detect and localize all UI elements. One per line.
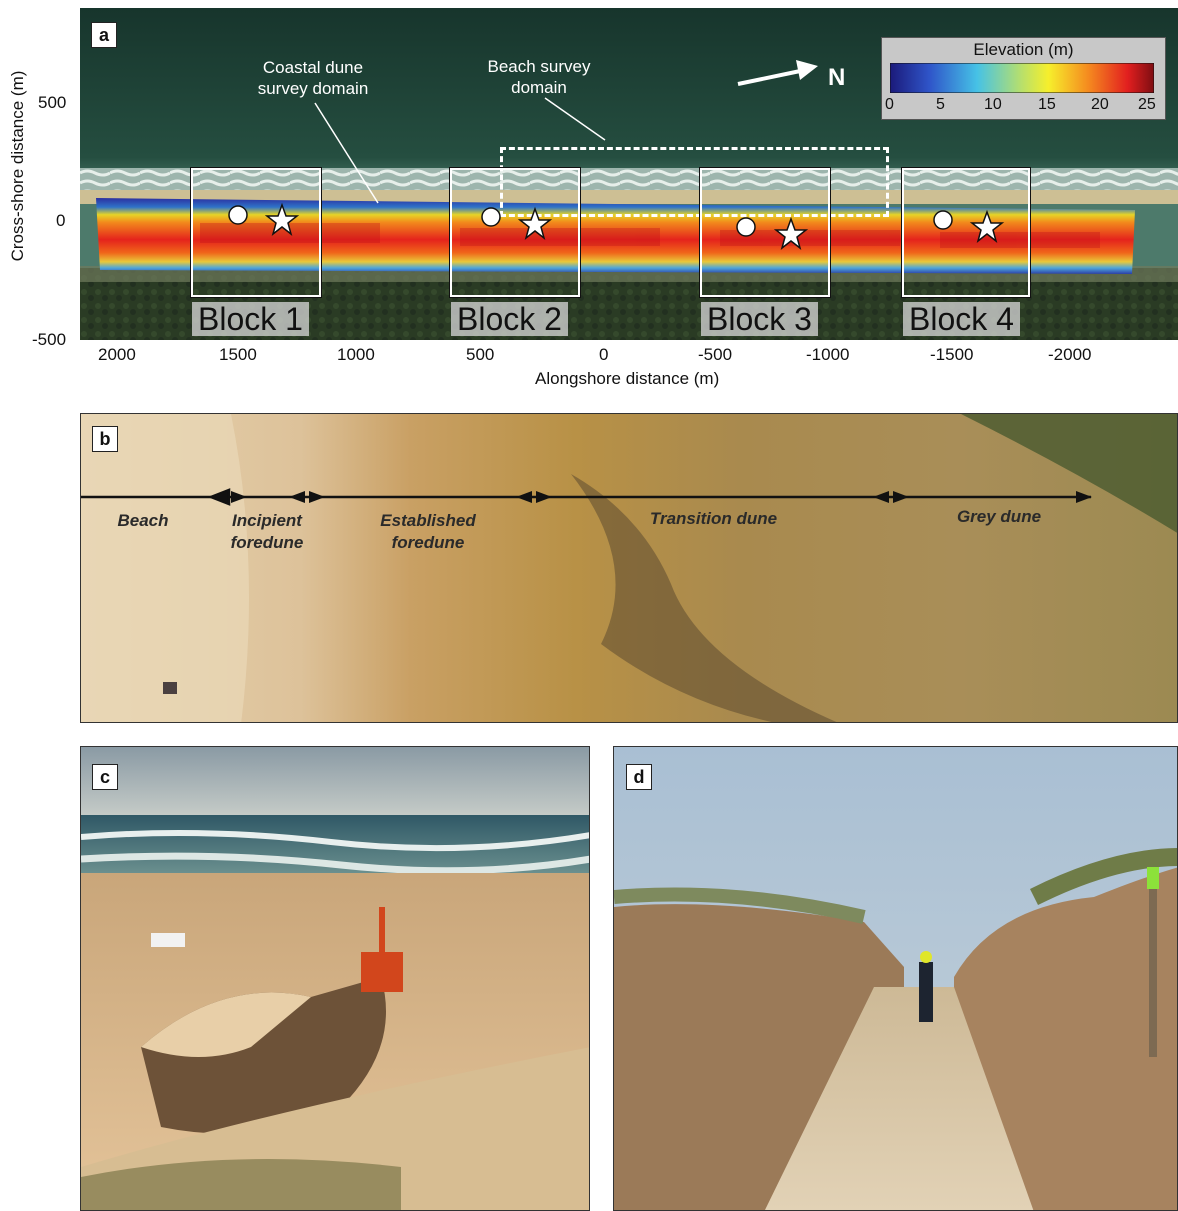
zone-transition-dune: Transition dune bbox=[649, 509, 778, 528]
block-1-label: Block 1 bbox=[192, 302, 309, 336]
zone-established-foredune: Established foredune bbox=[380, 511, 476, 552]
block-2-label: Block 2 bbox=[451, 302, 568, 336]
x-tick-500: 500 bbox=[466, 345, 495, 364]
beach-survey-domain-outline bbox=[500, 147, 889, 217]
panel-b-letter: b bbox=[92, 426, 118, 452]
x-tick-minus-2000: -2000 bbox=[1048, 345, 1092, 364]
y-tick-minus-500: -500 bbox=[32, 330, 67, 349]
panel-d: d bbox=[613, 746, 1178, 1211]
north-label: N bbox=[828, 64, 846, 91]
legend-tick-10: 10 bbox=[984, 96, 1002, 113]
circle-marker-3 bbox=[736, 217, 756, 237]
legend-title: Elevation (m) bbox=[973, 40, 1074, 59]
zone-incipient-foredune: Incipient foredune bbox=[230, 511, 304, 552]
star-marker-2 bbox=[517, 206, 553, 240]
x-axis-label: Alongshore distance (m) bbox=[535, 369, 720, 388]
zone-grey-dune: Grey dune bbox=[956, 507, 1042, 526]
panel-c: c bbox=[80, 746, 590, 1211]
panel-a-letter: a bbox=[91, 22, 117, 48]
star-marker-3 bbox=[773, 216, 809, 250]
panel-b: b Beach Incipient foredune Established f… bbox=[80, 413, 1178, 723]
legend-tick-0: 0 bbox=[885, 96, 894, 113]
x-tick-1500: 1500 bbox=[219, 345, 257, 364]
circle-marker-4 bbox=[933, 210, 953, 230]
zone-beach: Beach bbox=[117, 511, 169, 530]
legend-tick-20: 20 bbox=[1091, 96, 1109, 113]
x-tick-minus-500: -500 bbox=[698, 345, 733, 364]
block-2-box bbox=[449, 167, 581, 298]
legend-tick-25: 25 bbox=[1138, 96, 1156, 113]
block-3-label: Block 3 bbox=[701, 302, 818, 336]
x-tick-1000: 1000 bbox=[337, 345, 375, 364]
panel-d-letter: d bbox=[626, 764, 652, 790]
legend-colorbar bbox=[890, 63, 1154, 93]
panel-b-photo bbox=[81, 414, 1177, 722]
panel-a: Block 1 Block 2 Block 3 Block 4 a Coasta… bbox=[0, 0, 1178, 395]
star-marker-1 bbox=[264, 202, 300, 236]
block-4-box bbox=[901, 167, 1031, 298]
x-tick-0: 0 bbox=[599, 345, 609, 364]
x-tick-2000: 2000 bbox=[98, 345, 136, 364]
x-tick-minus-1000: -1000 bbox=[806, 345, 850, 364]
legend-tick-5: 5 bbox=[936, 96, 945, 113]
circle-marker-2 bbox=[481, 207, 501, 227]
elevation-legend: Elevation (m) 0 5 10 15 20 25 bbox=[881, 37, 1166, 120]
block-4-label: Block 4 bbox=[903, 302, 1020, 336]
block-3-box bbox=[699, 167, 831, 298]
panel-d-photo bbox=[614, 747, 1177, 1210]
annotation-beach-survey: Beach survey domain bbox=[487, 57, 591, 97]
star-marker-4 bbox=[969, 209, 1005, 243]
site-markers bbox=[228, 60, 1005, 250]
y-axis-label: Cross-shore distance (m) bbox=[8, 70, 27, 262]
panel-c-letter: c bbox=[92, 764, 118, 790]
annotation-coastal-dune: Coastal dune survey domain bbox=[257, 58, 369, 98]
circle-marker-1 bbox=[228, 205, 248, 225]
panel-c-photo bbox=[81, 747, 589, 1210]
block-1-box bbox=[190, 167, 322, 298]
y-tick-500: 500 bbox=[38, 93, 67, 112]
legend-tick-15: 15 bbox=[1038, 96, 1056, 113]
x-tick-minus-1500: -1500 bbox=[930, 345, 974, 364]
y-tick-0: 0 bbox=[56, 211, 66, 230]
